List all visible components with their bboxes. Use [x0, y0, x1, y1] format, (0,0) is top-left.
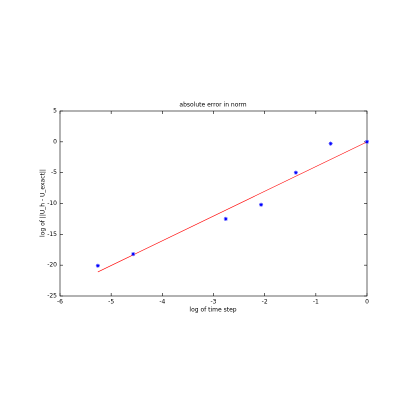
fit-line: [97, 141, 368, 273]
y-tick-label: -5: [51, 169, 57, 176]
x-tick-label: 0: [365, 299, 369, 306]
y-tick-label: -10: [47, 200, 57, 207]
y-tick-label: -25: [47, 293, 57, 300]
point: [131, 252, 136, 257]
point: [95, 263, 100, 268]
point: [293, 170, 298, 175]
chart-title: absolute error in norm: [179, 102, 246, 109]
y-tick-label: -15: [47, 231, 57, 238]
x-tick-label: -3: [211, 299, 217, 306]
x-tick-label: -1: [313, 299, 319, 306]
x-tick-label: -6: [57, 299, 63, 306]
y-tick-label: -20: [47, 262, 57, 269]
point: [365, 139, 369, 144]
x-tick-label: -5: [108, 299, 114, 306]
y-tick-label: 0: [53, 138, 57, 145]
y-tick-label: 5: [53, 108, 57, 115]
point: [259, 202, 264, 207]
x-tick-label: -2: [262, 299, 268, 306]
x-tick-label: -4: [159, 299, 165, 306]
point: [328, 141, 333, 146]
x-axis-label: log of time step: [189, 307, 236, 314]
y-axis-label: log of ||U_h - U_exact||: [40, 169, 47, 237]
point: [223, 216, 228, 221]
